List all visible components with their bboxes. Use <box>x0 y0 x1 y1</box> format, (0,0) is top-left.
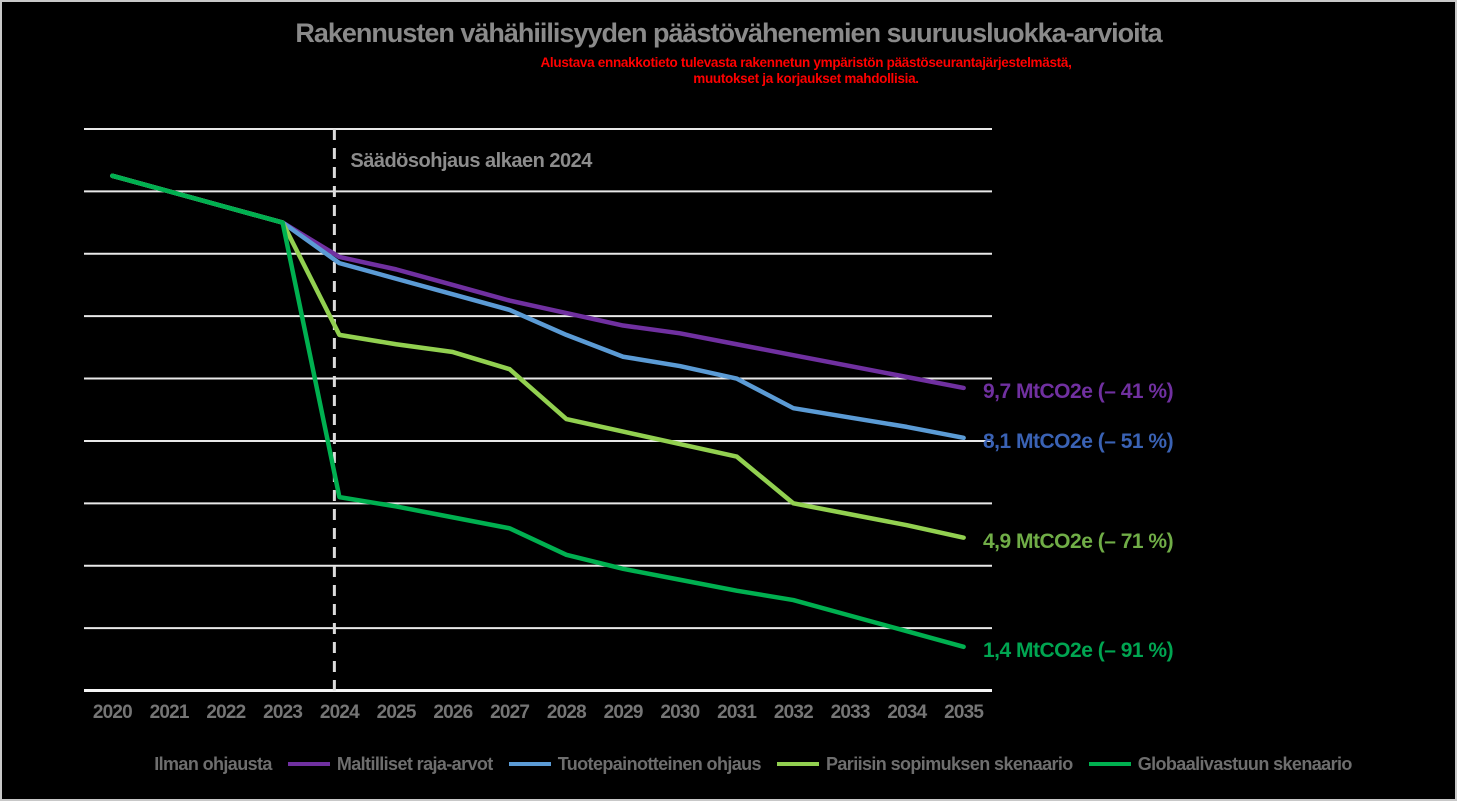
end-annotation-tuotepainotteinen-ohjaus: 8,1 MtCO2e (– 51 %) <box>983 429 1174 453</box>
series-line-pariisin-sopimuksen-skenaario <box>110 173 966 540</box>
legend-line-marker <box>287 762 330 766</box>
x-axis-label-2031: 2031 <box>717 702 757 723</box>
x-axis-label-2030: 2030 <box>660 702 700 723</box>
x-axis-label-2033: 2033 <box>830 702 871 723</box>
x-axis-label-2021: 2021 <box>149 702 190 723</box>
legend-item-tuotepainotteinen-ohjaus: Tuotepainotteinen ohjaus <box>508 753 762 775</box>
chart-subtitle-line-1: Alustava ennakkotieto tulevasta rakennet… <box>540 55 1072 70</box>
chart-title: Rakennusten vähähiilisyyden päästövähene… <box>295 18 1162 48</box>
end-annotation-pariisin-sopimuksen-skenaario: 4,9 MtCO2e (– 71 %) <box>983 529 1174 553</box>
x-axis-label-2025: 2025 <box>376 702 417 723</box>
regulation-start-label: Säädösohjaus alkaen 2024 <box>350 150 592 172</box>
x-axis-label-2024: 2024 <box>319 702 360 723</box>
chart-subtitle: Alustava ennakkotieto tulevasta rakennet… <box>2 55 1455 87</box>
legend-line-marker <box>776 762 819 766</box>
legend-item-ilman-ohjausta: Ilman ohjausta <box>105 754 272 775</box>
legend-label: Ilman ohjausta <box>154 753 272 774</box>
legend-item-pariisin-sopimuksen-skenaario: Pariisin sopimuksen skenaario <box>776 753 1073 775</box>
legend-label: Globaalivastuun skenaario <box>1137 753 1353 774</box>
series-line-globaalivastuun-skenaario <box>110 173 966 650</box>
x-axis-label-2034: 2034 <box>887 702 927 723</box>
x-axis-label-2020: 2020 <box>92 702 133 723</box>
x-axis-label-2032: 2032 <box>773 702 814 723</box>
x-axis-label-2026: 2026 <box>433 702 473 723</box>
chart-subtitle-line-2: muutokset ja korjaukset mahdollisia. <box>693 71 919 86</box>
legend-item-maltilliset-raja-arvot: Maltilliset raja-arvot <box>287 753 493 775</box>
legend-line-marker <box>105 762 147 766</box>
x-axis-label-2022: 2022 <box>206 702 246 723</box>
legend-line-marker <box>1088 762 1131 766</box>
x-axis-label-2023: 2023 <box>263 702 303 723</box>
series-line-maltilliset-raja-arvot <box>110 173 966 391</box>
legend-line-marker <box>508 762 551 766</box>
legend-label: Pariisin sopimuksen skenaario <box>825 753 1073 774</box>
legend-item-globaalivastuun-skenaario: Globaalivastuun skenaario <box>1088 753 1353 775</box>
legend-label: Tuotepainotteinen ohjaus <box>557 753 762 774</box>
x-axis-label-2035: 2035 <box>944 702 984 723</box>
legend-label: Maltilliset raja-arvot <box>336 753 493 774</box>
x-axis-label-2027: 2027 <box>490 702 530 723</box>
chart-legend: Ilman ohjausta Maltilliset raja-arvot Tuot… <box>2 750 1455 778</box>
end-annotation-globaalivastuun-skenaario: 1,4 MtCO2e (– 91 %) <box>983 638 1174 662</box>
x-axis-label-2028: 2028 <box>546 702 587 723</box>
end-annotation-maltilliset-raja-arvot: 9,7 MtCO2e (– 41 %) <box>983 379 1174 403</box>
x-axis-label-2029: 2029 <box>603 702 644 723</box>
